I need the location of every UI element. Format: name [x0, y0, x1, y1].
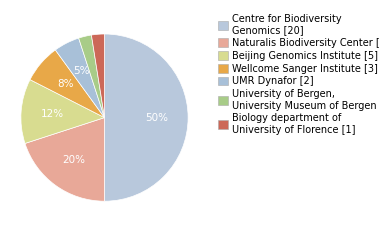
Text: 8%: 8%	[57, 79, 73, 89]
Wedge shape	[55, 38, 104, 118]
Wedge shape	[21, 80, 104, 144]
Wedge shape	[30, 50, 104, 118]
Wedge shape	[79, 35, 105, 118]
Text: 20%: 20%	[63, 155, 86, 165]
Wedge shape	[105, 34, 188, 201]
Text: 50%: 50%	[145, 113, 168, 123]
Wedge shape	[92, 34, 105, 118]
Wedge shape	[25, 118, 104, 201]
Text: 12%: 12%	[41, 108, 64, 119]
Text: 5%: 5%	[73, 66, 89, 76]
Legend: Centre for Biodiversity
Genomics [20], Naturalis Biodiversity Center [8], Beijin: Centre for Biodiversity Genomics [20], N…	[218, 14, 380, 135]
